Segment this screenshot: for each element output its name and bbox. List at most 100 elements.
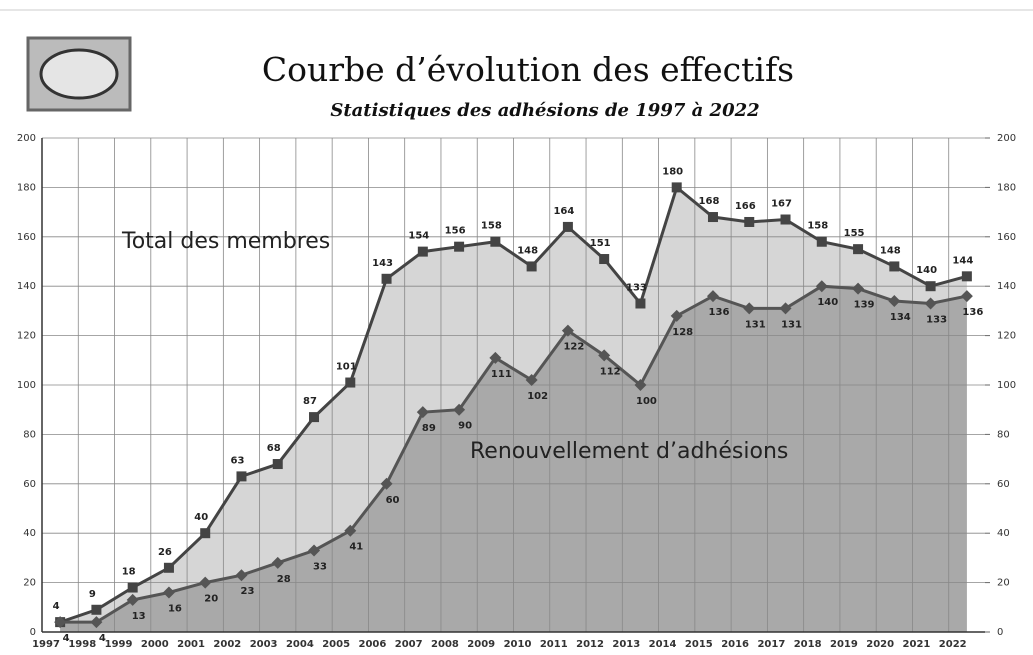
- data-label: 112: [600, 366, 621, 377]
- marker: [598, 349, 611, 362]
- y2-tick-label: 200: [997, 133, 1016, 144]
- y2-tick-label: 120: [997, 331, 1016, 342]
- x-tick-label: 2022: [939, 639, 967, 650]
- x-tick-label: 2001: [177, 639, 205, 650]
- marker: [635, 298, 646, 309]
- data-label: 33: [313, 561, 327, 572]
- marker: [126, 593, 139, 606]
- data-label: 40: [194, 512, 208, 523]
- data-label: 158: [481, 221, 502, 232]
- data-label: 154: [408, 231, 429, 242]
- x-tick-label: 2015: [685, 639, 713, 650]
- marker: [599, 254, 610, 265]
- series-annotation: Total des membres: [121, 229, 330, 254]
- data-label: 136: [709, 307, 730, 318]
- marker: [780, 214, 791, 225]
- data-label: 139: [854, 300, 875, 311]
- data-label: 136: [962, 307, 983, 318]
- data-label: 4: [53, 601, 60, 612]
- marker: [961, 271, 972, 282]
- x-tick-label: 2019: [830, 639, 858, 650]
- marker: [416, 406, 429, 419]
- marker: [925, 281, 936, 292]
- data-label: 9: [89, 589, 96, 600]
- data-label: 13: [132, 611, 146, 622]
- x-tick-label: 2014: [649, 639, 677, 650]
- marker: [54, 616, 67, 629]
- x-tick-label: 2003: [250, 639, 278, 650]
- data-label: 16: [168, 603, 182, 614]
- data-label: 148: [517, 245, 538, 256]
- x-tick-label: 2005: [322, 639, 350, 650]
- marker: [779, 302, 792, 315]
- y-tick-label: 160: [17, 232, 36, 243]
- marker: [162, 586, 175, 599]
- marker: [235, 569, 248, 582]
- logo-emblem: [39, 48, 119, 100]
- y-tick-label: 0: [30, 627, 36, 638]
- data-label: 151: [590, 238, 611, 249]
- y2-tick-label: 160: [997, 232, 1016, 243]
- series-line: [59, 184, 968, 624]
- marker: [271, 556, 284, 569]
- y-tick-label: 40: [23, 528, 36, 539]
- data-label: 134: [890, 312, 911, 323]
- marker: [454, 241, 465, 252]
- marker: [308, 544, 321, 557]
- data-label: 101: [336, 362, 357, 373]
- marker: [744, 216, 755, 227]
- marker: [562, 221, 573, 232]
- data-label: 148: [880, 245, 901, 256]
- marker: [417, 246, 428, 257]
- x-tick-label: 2013: [612, 639, 640, 650]
- data-label: 122: [563, 342, 584, 353]
- y-tick-label: 120: [17, 331, 36, 342]
- data-label: 28: [277, 574, 291, 585]
- x-tick-label: 2011: [540, 639, 568, 650]
- marker: [670, 309, 683, 322]
- marker: [852, 282, 865, 295]
- y2-tick-label: 80: [997, 429, 1010, 440]
- marker: [634, 379, 647, 391]
- data-label: 180: [662, 166, 683, 177]
- data-label: 144: [952, 255, 973, 266]
- y2-tick-label: 0: [997, 627, 1003, 638]
- marker: [309, 412, 320, 423]
- marker: [344, 524, 357, 537]
- marker: [707, 212, 718, 223]
- marker: [380, 477, 393, 490]
- data-label: 18: [122, 567, 136, 578]
- y2-tick-label: 60: [997, 479, 1010, 490]
- x-tick-label: 2007: [395, 639, 423, 650]
- y-tick-label: 140: [17, 281, 36, 292]
- data-label: 41: [349, 542, 363, 553]
- x-tick-label: 2008: [431, 639, 459, 650]
- y-tick-label: 20: [23, 578, 36, 589]
- data-label: 4: [99, 633, 106, 644]
- marker: [199, 576, 212, 589]
- series-annotation: Renouvellement d’adhésions: [470, 439, 788, 464]
- data-label: 140: [916, 265, 937, 276]
- x-tick-label: 2012: [576, 639, 604, 650]
- series-line: [60, 284, 968, 624]
- data-label: 68: [267, 443, 281, 454]
- marker: [489, 351, 502, 364]
- data-label: 90: [458, 421, 472, 432]
- y2-tick-label: 40: [997, 528, 1010, 539]
- x-tick-label: 1997: [32, 639, 60, 650]
- data-label: 131: [745, 319, 766, 330]
- marker: [816, 236, 827, 247]
- marker: [960, 290, 973, 303]
- y-tick-label: 180: [17, 182, 36, 193]
- data-label: 128: [672, 327, 693, 338]
- y2-tick-label: 20: [997, 578, 1010, 589]
- x-tick-label: 2018: [794, 639, 822, 650]
- data-label: 89: [422, 423, 436, 434]
- x-tick-label: 1999: [105, 639, 133, 650]
- y-tick-label: 60: [23, 479, 36, 490]
- x-tick-label: 2006: [359, 639, 387, 650]
- marker: [889, 261, 900, 272]
- x-tick-label: 2016: [721, 639, 749, 650]
- marker: [671, 182, 682, 193]
